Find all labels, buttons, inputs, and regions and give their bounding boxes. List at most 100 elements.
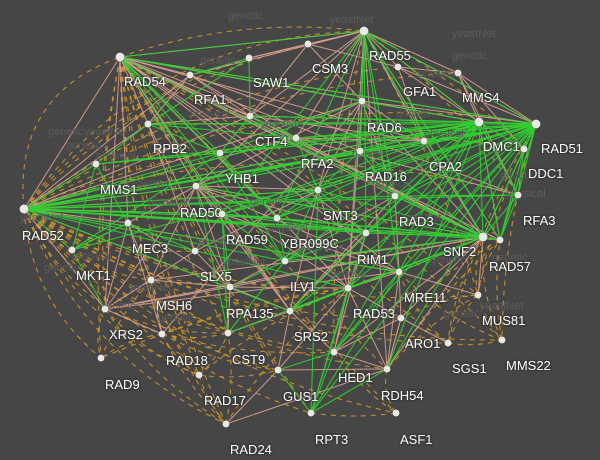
node-label-cpa2: CPA2 bbox=[429, 159, 462, 174]
edge-coexpression bbox=[359, 30, 365, 152]
edge-genetic bbox=[119, 56, 503, 341]
edge-physical bbox=[317, 189, 349, 289]
graph-node-rpb2[interactable] bbox=[144, 120, 152, 128]
edge-genetic bbox=[150, 279, 229, 334]
graph-node-gfa1[interactable] bbox=[394, 63, 402, 71]
edge-physical bbox=[317, 30, 365, 191]
graph-node-rfa2[interactable] bbox=[292, 134, 300, 142]
edge-genetic bbox=[496, 239, 503, 341]
edge-coexpression bbox=[95, 121, 480, 165]
graph-node-rpa135[interactable] bbox=[226, 283, 234, 291]
edge-coexpression bbox=[23, 189, 319, 210]
edge-coexpression bbox=[394, 123, 537, 197]
graph-node-slx5[interactable] bbox=[191, 247, 199, 255]
edge-coexpression bbox=[147, 57, 250, 125]
graph-node-asf1[interactable] bbox=[392, 409, 400, 417]
graph-node-cst9[interactable] bbox=[224, 329, 232, 337]
graph-node-rad50[interactable] bbox=[192, 182, 200, 190]
graph-node-yhb1[interactable] bbox=[216, 149, 224, 157]
graph-node-srs2[interactable] bbox=[286, 307, 294, 315]
graph-node-ddc1[interactable] bbox=[520, 145, 528, 153]
graph-node-rfa3[interactable] bbox=[514, 191, 522, 199]
node-label-slx5: SLX5 bbox=[200, 269, 232, 284]
graph-node-rad59[interactable] bbox=[218, 210, 226, 218]
edge-coexpression bbox=[277, 351, 335, 371]
edge-genetic bbox=[161, 332, 229, 339]
edge-coexpression bbox=[398, 121, 480, 273]
graph-node-mms1[interactable] bbox=[92, 160, 100, 168]
edge-coexpression bbox=[23, 208, 73, 251]
graph-node-mms22[interactable] bbox=[498, 336, 506, 344]
graph-node-rad3[interactable] bbox=[391, 192, 399, 200]
graph-node-hed1[interactable] bbox=[330, 348, 338, 356]
edge-physical bbox=[195, 185, 400, 273]
graph-node-xrs2[interactable] bbox=[101, 305, 109, 313]
graph-node-saw1[interactable] bbox=[245, 54, 253, 62]
graph-node-rad17[interactable] bbox=[195, 371, 203, 379]
graph-node-msh6[interactable] bbox=[147, 276, 155, 284]
edge-physical bbox=[386, 271, 400, 370]
graph-node-ilv1[interactable] bbox=[281, 257, 289, 265]
graph-node-rad55[interactable] bbox=[359, 26, 369, 36]
edge-physical bbox=[150, 185, 197, 281]
graph-node-sgs1[interactable] bbox=[444, 339, 452, 347]
edge-genetic bbox=[100, 333, 163, 359]
graph-node-rfa1[interactable] bbox=[186, 71, 194, 79]
edge-physical bbox=[249, 30, 365, 117]
graph-node-ctf4[interactable] bbox=[246, 112, 254, 120]
edge-coexpression bbox=[317, 150, 361, 191]
graph-node-ybr099c[interactable] bbox=[273, 214, 281, 222]
edge-physical bbox=[194, 213, 223, 252]
graph-node-mec3[interactable] bbox=[124, 219, 132, 227]
edge-physical bbox=[119, 56, 197, 187]
graph-node-snf2[interactable] bbox=[478, 232, 488, 242]
graph-node-rad54[interactable] bbox=[115, 52, 125, 62]
graph-node-rad16[interactable] bbox=[356, 147, 364, 155]
edge-physical bbox=[457, 72, 519, 196]
edge-coexpression bbox=[394, 121, 480, 197]
edge-coexpression bbox=[359, 150, 484, 238]
edge-coexpression bbox=[295, 137, 319, 191]
edge-coexpression bbox=[147, 123, 221, 154]
edge-genetic bbox=[477, 294, 503, 341]
graph-node-cpa2[interactable] bbox=[420, 137, 428, 145]
edge-coexpression bbox=[499, 194, 519, 241]
edge-genetic bbox=[97, 308, 106, 359]
graph-node-rad53[interactable] bbox=[344, 284, 352, 292]
edge-genetic bbox=[23, 43, 309, 210]
edge-genetic bbox=[398, 271, 503, 341]
edge-coexpression bbox=[71, 123, 537, 251]
graph-node-rad52[interactable] bbox=[19, 204, 29, 214]
edge-physical bbox=[23, 208, 106, 310]
graph-node-aro1[interactable] bbox=[397, 314, 405, 322]
graph-node-rad24[interactable] bbox=[222, 420, 230, 428]
edge-genetic bbox=[23, 72, 459, 210]
node-label-sgs1: SGS1 bbox=[452, 361, 487, 376]
graph-node-rad51[interactable] bbox=[531, 119, 541, 129]
edge-coexpression bbox=[23, 185, 197, 210]
graph-node-rad18[interactable] bbox=[158, 330, 166, 338]
graph-node-mre11[interactable] bbox=[395, 268, 403, 276]
node-label-xrs2: XRS2 bbox=[109, 327, 143, 342]
edge-coexpression bbox=[229, 260, 286, 288]
graph-node-rim1[interactable] bbox=[362, 229, 370, 237]
graph-node-mms4[interactable] bbox=[454, 69, 462, 77]
edge-coexpression bbox=[284, 232, 367, 262]
graph-node-rpt3[interactable] bbox=[307, 409, 315, 417]
edge-physical bbox=[333, 317, 402, 353]
edge-coexpression bbox=[276, 217, 484, 238]
graph-node-mus81[interactable] bbox=[474, 291, 482, 299]
graph-node-mkt1[interactable] bbox=[68, 246, 76, 254]
node-label-asf1: ASF1 bbox=[400, 432, 433, 447]
graph-node-dmc1[interactable] bbox=[474, 117, 484, 127]
graph-node-rad57[interactable] bbox=[496, 236, 504, 244]
graph-node-smt3[interactable] bbox=[314, 186, 322, 194]
graph-node-rad6[interactable] bbox=[358, 97, 366, 105]
graph-node-rdh54[interactable] bbox=[383, 365, 391, 373]
graph-node-csm3[interactable] bbox=[304, 40, 312, 48]
edge-coexpression bbox=[249, 115, 297, 139]
graph-node-gus1[interactable] bbox=[274, 366, 282, 374]
graph-node-rad9[interactable] bbox=[97, 354, 105, 362]
